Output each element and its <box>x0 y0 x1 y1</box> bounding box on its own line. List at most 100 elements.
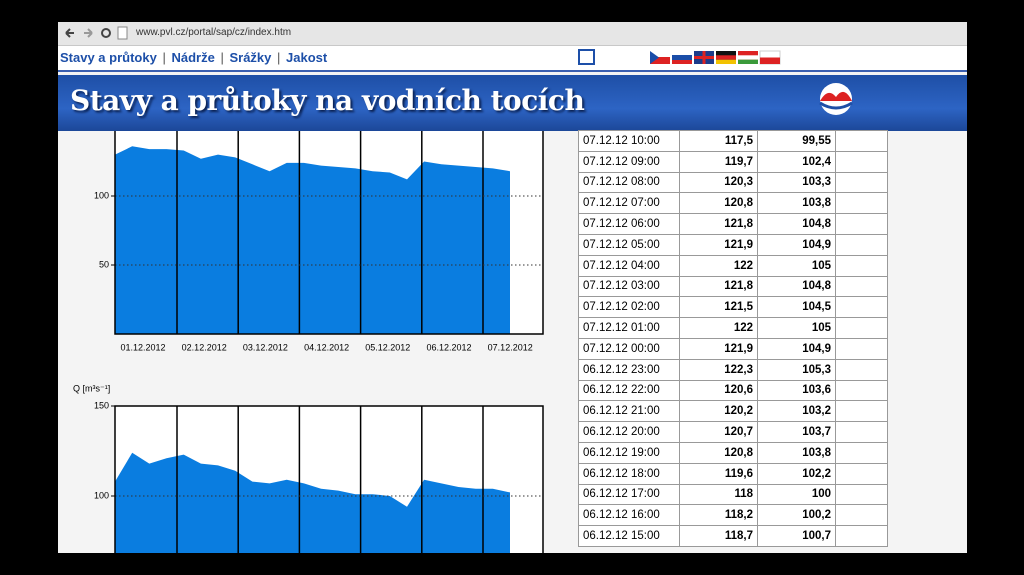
browser-window: 50 100 01.12.2012 02.12.2012 03.12.2012 04.12… <box>58 22 967 553</box>
value-cell: 120,7 <box>679 421 758 443</box>
plot-frame <box>114 405 544 553</box>
value-cell: 104,9 <box>757 233 836 256</box>
value-cell: 121,9 <box>679 233 758 256</box>
empty-cell <box>835 275 888 298</box>
empty-cell <box>835 525 888 547</box>
data-table: 07.12.12 10:00 117,5 99,55 07.12.12 09:00 11… <box>578 130 888 547</box>
nav-separator: | <box>277 50 281 65</box>
x-tick-label: 06.12.2012 <box>426 342 471 352</box>
table-row: 07.12.12 01:00 122 105 <box>578 317 888 339</box>
value-cell: 105,3 <box>757 358 836 381</box>
value-cell: 122,3 <box>679 358 758 381</box>
icons <box>578 49 781 65</box>
empty-cell <box>835 233 888 256</box>
time-cell: 07.12.12 03:00 <box>578 275 680 298</box>
time-cell: 06.12.12 23:00 <box>578 358 680 381</box>
value-cell: 122 <box>679 254 758 277</box>
value-cell: 120,8 <box>679 441 758 464</box>
time-cell: 07.12.12 00:00 <box>578 337 680 360</box>
value-cell: 100 <box>757 483 836 506</box>
nav-link[interactable]: Srážky <box>229 50 272 65</box>
value-cell: 122 <box>679 317 758 339</box>
time-cell: 07.12.12 05:00 <box>578 233 680 256</box>
page-title: Stavy a průtoky na vodních tocích <box>70 84 585 117</box>
x-tick-label: 07.12.2012 <box>488 342 533 352</box>
charts: 50 100 01.12.2012 02.12.2012 03.12.2012 04.12… <box>73 126 544 553</box>
time-cell: 07.12.12 10:00 <box>578 130 680 152</box>
empty-cell <box>835 337 888 360</box>
value-cell: 104,8 <box>757 213 836 235</box>
nav-separator: | <box>162 50 166 65</box>
time-cell: 06.12.12 16:00 <box>578 504 680 527</box>
empty-cell <box>835 462 888 485</box>
empty-cell <box>835 504 888 527</box>
value-cell: 102,4 <box>757 150 836 173</box>
value-cell: 118,7 <box>679 525 758 547</box>
value-cell: 103,7 <box>757 421 836 443</box>
time-cell: 06.12.12 22:00 <box>578 379 680 402</box>
value-cell: 120,3 <box>679 171 758 194</box>
table-row: 07.12.12 04:00 122 105 <box>578 254 888 277</box>
empty-cell <box>835 483 888 506</box>
empty-cell <box>835 150 888 173</box>
table-row: 06.12.12 15:00 118,7 100,7 <box>578 525 888 547</box>
value-cell: 100,2 <box>757 504 836 527</box>
time-cell: 06.12.12 21:00 <box>578 400 680 423</box>
value-cell: 121,9 <box>679 337 758 360</box>
value-cell: 117,5 <box>679 130 758 152</box>
value-cell: 121,8 <box>679 275 758 298</box>
nav-link[interactable]: Stavy a průtoky <box>60 50 157 65</box>
empty-cell <box>835 213 888 235</box>
table-row: 06.12.12 17:00 118 100 <box>578 483 888 506</box>
table-row: 07.12.12 07:00 120,8 103,8 <box>578 192 888 215</box>
value-cell: 120,8 <box>679 192 758 215</box>
address-bar: www.pvl.cz/portal/sap/cz/index.htm <box>58 22 967 46</box>
table-row: 07.12.12 02:00 121,5 104,5 <box>578 296 888 319</box>
value-cell: 118,2 <box>679 504 758 527</box>
table-row: 06.12.12 21:00 120,2 103,2 <box>578 400 888 423</box>
value-cell: 103,2 <box>757 400 836 423</box>
time-cell: 06.12.12 17:00 <box>578 483 680 506</box>
table-row: 06.12.12 18:00 119,6 102,2 <box>578 462 888 485</box>
empty-cell <box>835 400 888 423</box>
table-row: 07.12.12 00:00 121,9 104,9 <box>578 337 888 360</box>
y-axis-label: Q [m³s⁻¹] <box>73 383 110 393</box>
browser-buttons <box>65 26 128 40</box>
value-cell: 102,2 <box>757 462 836 485</box>
table-row: 06.12.12 23:00 122,3 105,3 <box>578 358 888 381</box>
empty-cell <box>835 379 888 402</box>
y-tick-label: 50 <box>99 259 109 269</box>
value-cell: 120,2 <box>679 400 758 423</box>
x-tick-label: 03.12.2012 <box>243 342 288 352</box>
chart-icon[interactable] <box>578 49 595 65</box>
time-cell: 07.12.12 07:00 <box>578 192 680 215</box>
x-tick-label: 05.12.2012 <box>365 342 410 352</box>
url[interactable]: www.pvl.cz/portal/sap/cz/index.htm <box>136 27 292 38</box>
flags[interactable] <box>650 50 781 65</box>
time-cell: 06.12.12 20:00 <box>578 421 680 443</box>
table-row: 06.12.12 22:00 120,6 103,6 <box>578 379 888 402</box>
value-cell: 105 <box>757 317 836 339</box>
empty-cell <box>835 130 888 152</box>
empty-cell <box>835 254 888 277</box>
value-cell: 118 <box>679 483 758 506</box>
logo <box>819 83 853 115</box>
value-cell: 104,8 <box>757 275 836 298</box>
empty-cell <box>835 358 888 381</box>
nav-link[interactable]: Nádrže <box>171 50 215 65</box>
time-cell: 06.12.12 15:00 <box>578 525 680 547</box>
y-tick-label: 100 <box>94 190 109 200</box>
value-cell: 119,6 <box>679 462 758 485</box>
time-cell: 06.12.12 18:00 <box>578 462 680 485</box>
time-cell: 07.12.12 06:00 <box>578 213 680 235</box>
area <box>115 146 510 334</box>
nav-link[interactable]: Jakost <box>286 50 328 65</box>
value-cell: 100,7 <box>757 525 836 547</box>
value-cell: 104,9 <box>757 337 836 360</box>
value-cell: 105 <box>757 254 836 277</box>
value-cell: 121,8 <box>679 213 758 235</box>
value-cell: 103,8 <box>757 441 836 464</box>
y-tick-label: 100 <box>94 490 109 500</box>
value-cell: 119,7 <box>679 150 758 173</box>
